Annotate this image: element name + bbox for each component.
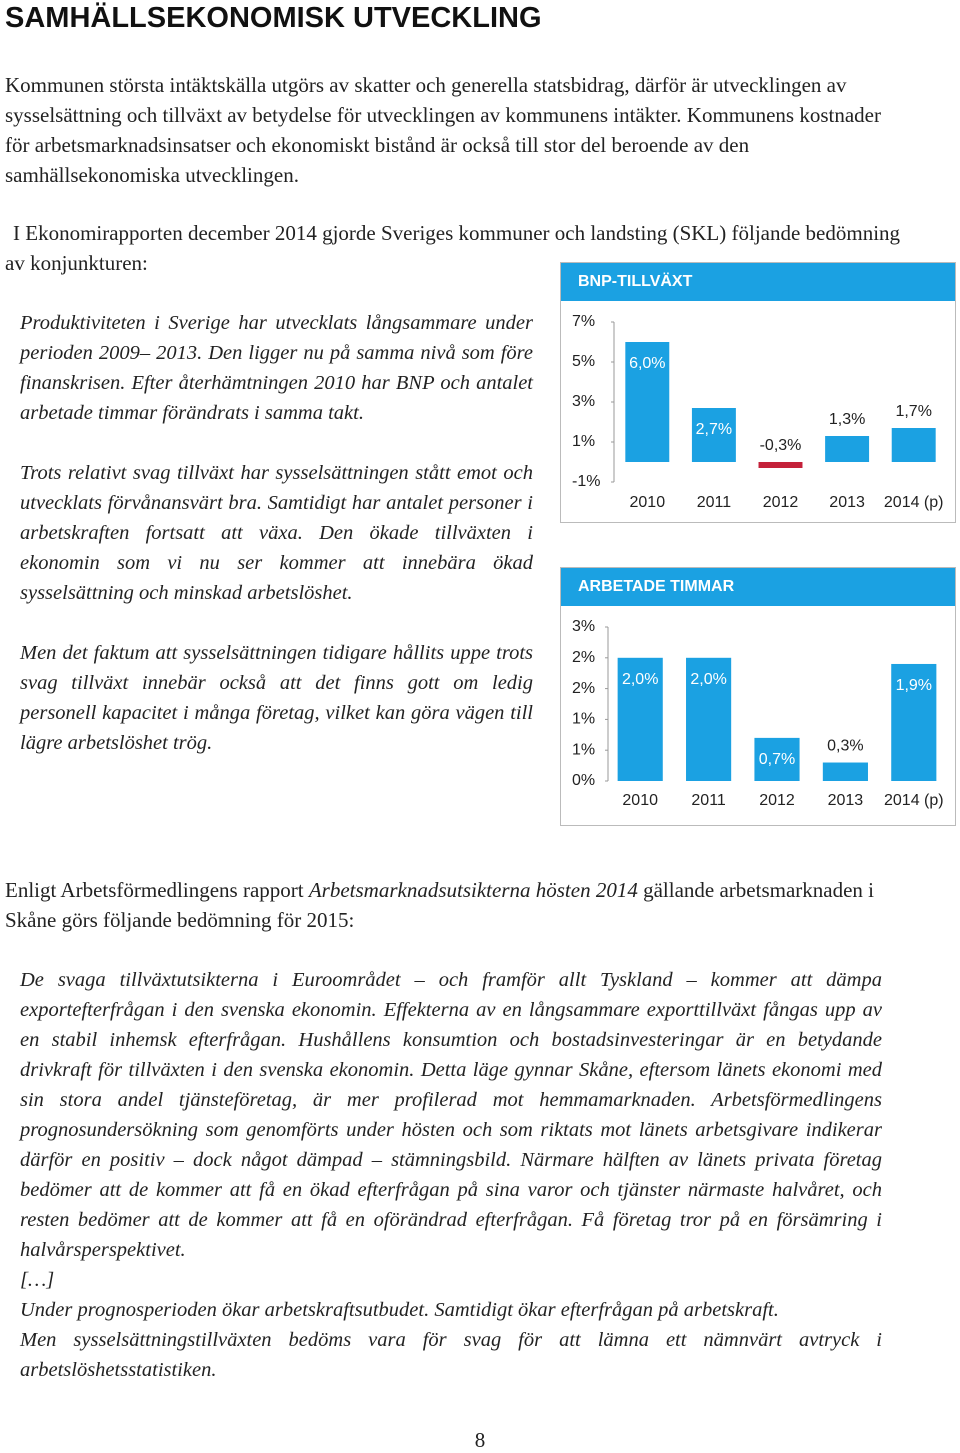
text: Enligt Arbetsförmedlingens rapport (5, 878, 304, 902)
x-tick-label: 2010 (622, 792, 658, 809)
y-tick-label: 3% (572, 393, 595, 410)
skl-quote: Produktiviteten i Sverige har utvecklats… (20, 308, 533, 758)
x-tick-label: 2011 (697, 494, 732, 511)
quote-paragraph: Under prognosperioden ökar arbetskraftsu… (20, 1299, 779, 1321)
bar (822, 762, 868, 781)
quote-paragraph: […] (20, 1269, 55, 1291)
chart-frame (560, 262, 956, 523)
bar (891, 428, 936, 462)
title-band (561, 568, 955, 606)
chart-title: BNP-TILLVÄXT (578, 272, 693, 290)
value-label: 1,7% (895, 403, 931, 420)
bar (691, 408, 736, 462)
quote-paragraph: Men sysselsättningstillväxten bedöms var… (20, 1329, 882, 1381)
x-tick-label: 2013 (829, 494, 865, 511)
y-tick-label: 7% (572, 313, 595, 330)
x-tick-label: 2012 (759, 792, 795, 809)
y-tick-label: 3% (572, 618, 595, 635)
heading: SAMHÄLLSEKONOMISK UTVECKLING (5, 2, 542, 34)
bar (825, 436, 870, 462)
bar (754, 737, 800, 781)
af-quote: De svaga tillväxtutsikterna i Euroområde… (20, 965, 882, 1385)
title-band (561, 263, 955, 301)
y-tick-label: -1% (572, 473, 600, 490)
x-tick-label: 2013 (828, 792, 864, 809)
x-tick-label: 2014 (p) (884, 494, 944, 511)
page-number: 8 (474, 1428, 486, 1452)
value-label: 6,0% (629, 355, 665, 372)
bar (625, 342, 670, 462)
value-label: 2,0% (622, 671, 658, 688)
bar (686, 657, 732, 781)
value-label: 1,3% (829, 411, 865, 428)
bar (758, 462, 803, 468)
bar (617, 657, 663, 781)
chart-title: ARBETADE TIMMAR (578, 578, 735, 595)
y-tick-label: 1% (572, 711, 595, 728)
report-title: Arbetsmarknadsutsikterna hösten 2014 (308, 878, 638, 902)
y-tick-label: 2% (572, 680, 595, 697)
y-tick-label: 0% (572, 772, 595, 789)
value-label: 1,9% (896, 677, 932, 694)
y-tick-label: 2% (572, 649, 595, 666)
y-tick-label: 1% (572, 433, 595, 450)
y-tick-label: 5% (572, 353, 595, 370)
x-tick-label: 2012 (763, 494, 799, 511)
intro-paragraph: Kommunen största intäktskälla utgörs av … (5, 73, 881, 187)
bar (891, 663, 937, 781)
x-tick-label: 2010 (630, 494, 666, 511)
quote-paragraph: Men det faktum att sysselsättningen tidi… (20, 642, 533, 754)
value-label: 0,7% (759, 751, 795, 768)
skl-intro: I Ekonomirapporten december 2014 gjorde … (5, 221, 901, 275)
value-label: 0,3% (827, 738, 863, 755)
quote-paragraph: Trots relativt svag tillväxt har syssels… (20, 462, 533, 604)
chart-bnp: BNP-TILLVÄXT 7% 5% 3% 1% -1% 2010 6,0% 2011 2,7% 2… (560, 262, 956, 523)
value-label: 2,0% (690, 671, 726, 688)
quote-paragraph: De svaga tillväxtutsikterna i Euroområde… (20, 969, 882, 1261)
chart-hours: ARBETADE TIMMAR 3% 2% 2% 1% 1% 0% 2010 2,0% 2011 2… (560, 567, 956, 826)
value-label: 2,7% (696, 421, 732, 438)
x-tick-label: 2014 (p) (884, 792, 944, 809)
quote-paragraph: Produktiviteten i Sverige har utvecklats… (20, 312, 533, 424)
value-label: -0,3% (760, 437, 802, 454)
x-tick-label: 2011 (691, 792, 726, 809)
text: gällande arbetsmarknaden i Skåne görs fö… (5, 878, 874, 932)
af-intro: Enligt Arbetsförmedlingens rapport Arbet… (5, 875, 905, 935)
y-tick-label: 1% (572, 741, 595, 758)
